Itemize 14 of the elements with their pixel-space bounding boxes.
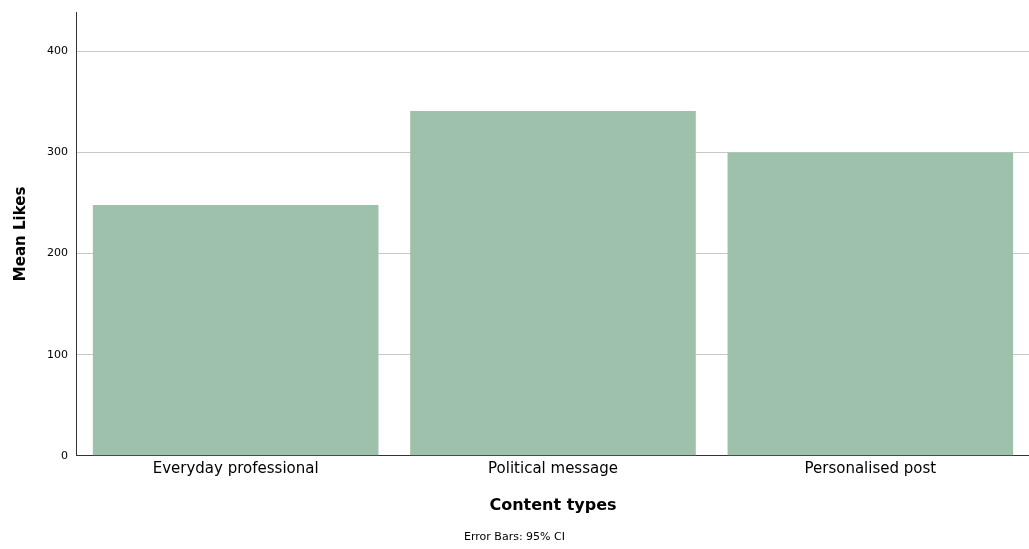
bar: [92, 205, 379, 456]
y-tick-label: 0: [61, 448, 68, 462]
bar: [410, 111, 696, 456]
y-tick-label: 300: [47, 145, 68, 159]
y-axis-title: Mean Likes: [10, 186, 29, 282]
text: Error Bars: 95% CI: [464, 530, 565, 544]
y-tick-label: 200: [47, 246, 68, 260]
y-tick-label: 100: [47, 347, 68, 361]
bar: [727, 152, 1014, 456]
y-tick-label: 400: [47, 44, 68, 58]
x-tick-label: Personalised post: [804, 458, 937, 477]
x-tick-label: Everyday professional: [152, 458, 319, 477]
x-tick-label: Political message: [488, 458, 618, 477]
x-axis-title: Content types: [489, 494, 617, 514]
